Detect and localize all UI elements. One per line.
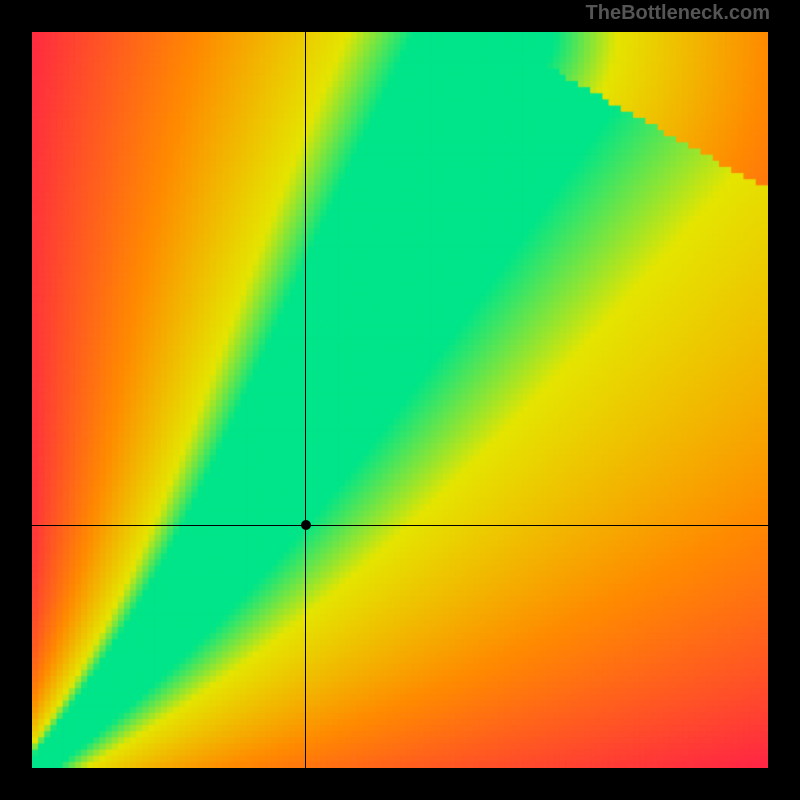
watermark-text: TheBottleneck.com	[586, 2, 770, 25]
data-point-marker	[301, 520, 311, 530]
crosshair-vertical	[305, 32, 306, 768]
heatmap-canvas	[32, 32, 768, 768]
plot-area	[32, 32, 768, 768]
chart-container: TheBottleneck.com	[0, 0, 800, 800]
crosshair-horizontal	[32, 525, 768, 526]
